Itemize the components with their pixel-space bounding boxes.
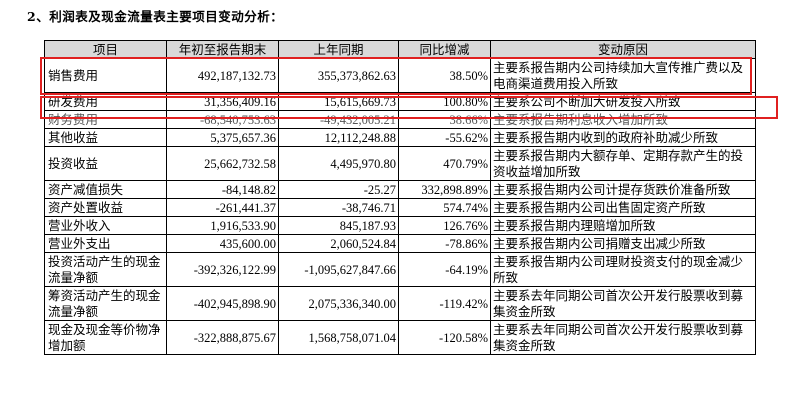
section-title: 2、利润表及现金流量表主要项目变动分析： — [27, 9, 284, 24]
header-current: 年初至报告期末 — [166, 40, 279, 59]
row-current: 25,662,732.58 — [166, 146, 279, 181]
row-reason: 主要系去年同期公司首次公开发行股票收到募集资金所致 — [490, 286, 756, 321]
row-current: 435,600.00 — [166, 234, 279, 253]
row-current: -402,945,898.90 — [166, 286, 279, 321]
row-current: -68,540,753.63 — [166, 110, 279, 129]
row-change: 574.74% — [398, 198, 491, 217]
row-prior: 2,060,524.84 — [278, 234, 399, 253]
row-current: 492,187,132.73 — [166, 58, 279, 93]
row-change: -64.19% — [398, 252, 491, 287]
row-reason: 主要系去年同期公司首次公开发行股票收到募集资金所致 — [490, 320, 756, 355]
table-row: 营业外收入 1,916,533.90 845,187.93 126.76% 主要… — [44, 216, 756, 235]
table-row: 投资收益 25,662,732.58 4,495,970.80 470.79% … — [44, 146, 756, 181]
row-item: 投资收益 — [44, 146, 167, 181]
row-change: -120.58% — [398, 320, 491, 355]
row-change: 126.76% — [398, 216, 491, 235]
row-prior: 4,495,970.80 — [278, 146, 399, 181]
table-row: 营业外支出 435,600.00 2,060,524.84 -78.86% 主要… — [44, 234, 756, 253]
row-current: 31,356,409.16 — [166, 92, 279, 111]
header-prior: 上年同期 — [278, 40, 399, 59]
row-item: 营业外收入 — [44, 216, 167, 235]
table-row: 筹资活动产生的现金流量净额 -402,945,898.90 2,075,336,… — [44, 286, 756, 321]
row-item: 销售费用 — [44, 58, 167, 93]
row-reason: 主要系公司不断加大研发投入所致 — [490, 92, 756, 111]
table-row: 销售费用 492,187,132.73 355,373,862.63 38.50… — [44, 58, 756, 93]
row-current: -84,148.82 — [166, 180, 279, 199]
row-reason: 主要系报告期利息收入增加所致 — [490, 110, 756, 129]
row-prior: -49,432,005.21 — [278, 110, 399, 129]
row-reason: 主要系报告期内公司持续加大宣传推广费以及电商渠道费用投入所致 — [490, 58, 756, 93]
row-item: 营业外支出 — [44, 234, 167, 253]
row-item: 其他收益 — [44, 128, 167, 147]
row-prior: 15,615,669.73 — [278, 92, 399, 111]
row-current: 1,916,533.90 — [166, 216, 279, 235]
row-reason: 主要系报告期内收到的政府补助减少所致 — [490, 128, 756, 147]
header-reason: 变动原因 — [490, 40, 756, 59]
header-item: 项目 — [44, 40, 167, 59]
row-prior: 12,112,248.88 — [278, 128, 399, 147]
row-reason: 主要系报告期内公司出售固定资产所致 — [490, 198, 756, 217]
row-reason: 主要系报告期内公司计提存货跌价准备所致 — [490, 180, 756, 199]
row-prior: 845,187.93 — [278, 216, 399, 235]
row-item: 资产处置收益 — [44, 198, 167, 217]
table-row: 其他收益 5,375,657.36 12,112,248.88 -55.62% … — [44, 128, 756, 147]
row-prior: -25.27 — [278, 180, 399, 199]
table-row: 投资活动产生的现金流量净额 -392,326,122.99 -1,095,627… — [44, 252, 756, 287]
row-item: 研发费用 — [44, 92, 167, 111]
row-prior: 1,568,758,071.04 — [278, 320, 399, 355]
table-header-row: 项目 年初至报告期末 上年同期 同比增减 变动原因 — [44, 40, 756, 59]
row-change: 38.50% — [398, 58, 491, 93]
row-item: 财务费用 — [44, 110, 167, 129]
row-current: -322,888,875.67 — [166, 320, 279, 355]
row-current: 5,375,657.36 — [166, 128, 279, 147]
row-current: -261,441.37 — [166, 198, 279, 217]
row-prior: 2,075,336,340.00 — [278, 286, 399, 321]
row-item: 投资活动产生的现金流量净额 — [44, 252, 167, 287]
header-change: 同比增减 — [398, 40, 491, 59]
table-row: 资产减值损失 -84,148.82 -25.27 332,898.89% 主要系… — [44, 180, 756, 199]
table-row: 现金及现金等价物净增加额 -322,888,875.67 1,568,758,0… — [44, 320, 756, 355]
row-current: -392,326,122.99 — [166, 252, 279, 287]
row-change: 100.80% — [398, 92, 491, 111]
change-analysis-table: 项目 年初至报告期末 上年同期 同比增减 变动原因 销售费用 492,187,1… — [44, 40, 756, 355]
row-change: -119.42% — [398, 286, 491, 321]
row-item: 现金及现金等价物净增加额 — [44, 320, 167, 355]
row-reason: 主要系报告期内大额存单、定期存款产生的投资收益增加所致 — [490, 146, 756, 181]
row-reason: 主要系报告期内理赔增加所致 — [490, 216, 756, 235]
row-prior: 355,373,862.63 — [278, 58, 399, 93]
row-reason: 主要系报告期内公司理财投资支付的现金减少所致 — [490, 252, 756, 287]
row-item: 资产减值损失 — [44, 180, 167, 199]
row-prior: -38,746.71 — [278, 198, 399, 217]
row-item: 筹资活动产生的现金流量净额 — [44, 286, 167, 321]
table-row: 资产处置收益 -261,441.37 -38,746.71 574.74% 主要… — [44, 198, 756, 217]
row-prior: -1,095,627,847.66 — [278, 252, 399, 287]
row-change: 38.66% — [398, 110, 491, 129]
row-change: -55.62% — [398, 128, 491, 147]
row-change: 332,898.89% — [398, 180, 491, 199]
row-reason: 主要系报告期内公司捐赠支出减少所致 — [490, 234, 756, 253]
row-change: 470.79% — [398, 146, 491, 181]
table-row: 研发费用 31,356,409.16 15,615,669.73 100.80%… — [44, 92, 756, 111]
table-row: 财务费用 -68,540,753.63 -49,432,005.21 38.66… — [44, 110, 756, 129]
row-change: -78.86% — [398, 234, 491, 253]
